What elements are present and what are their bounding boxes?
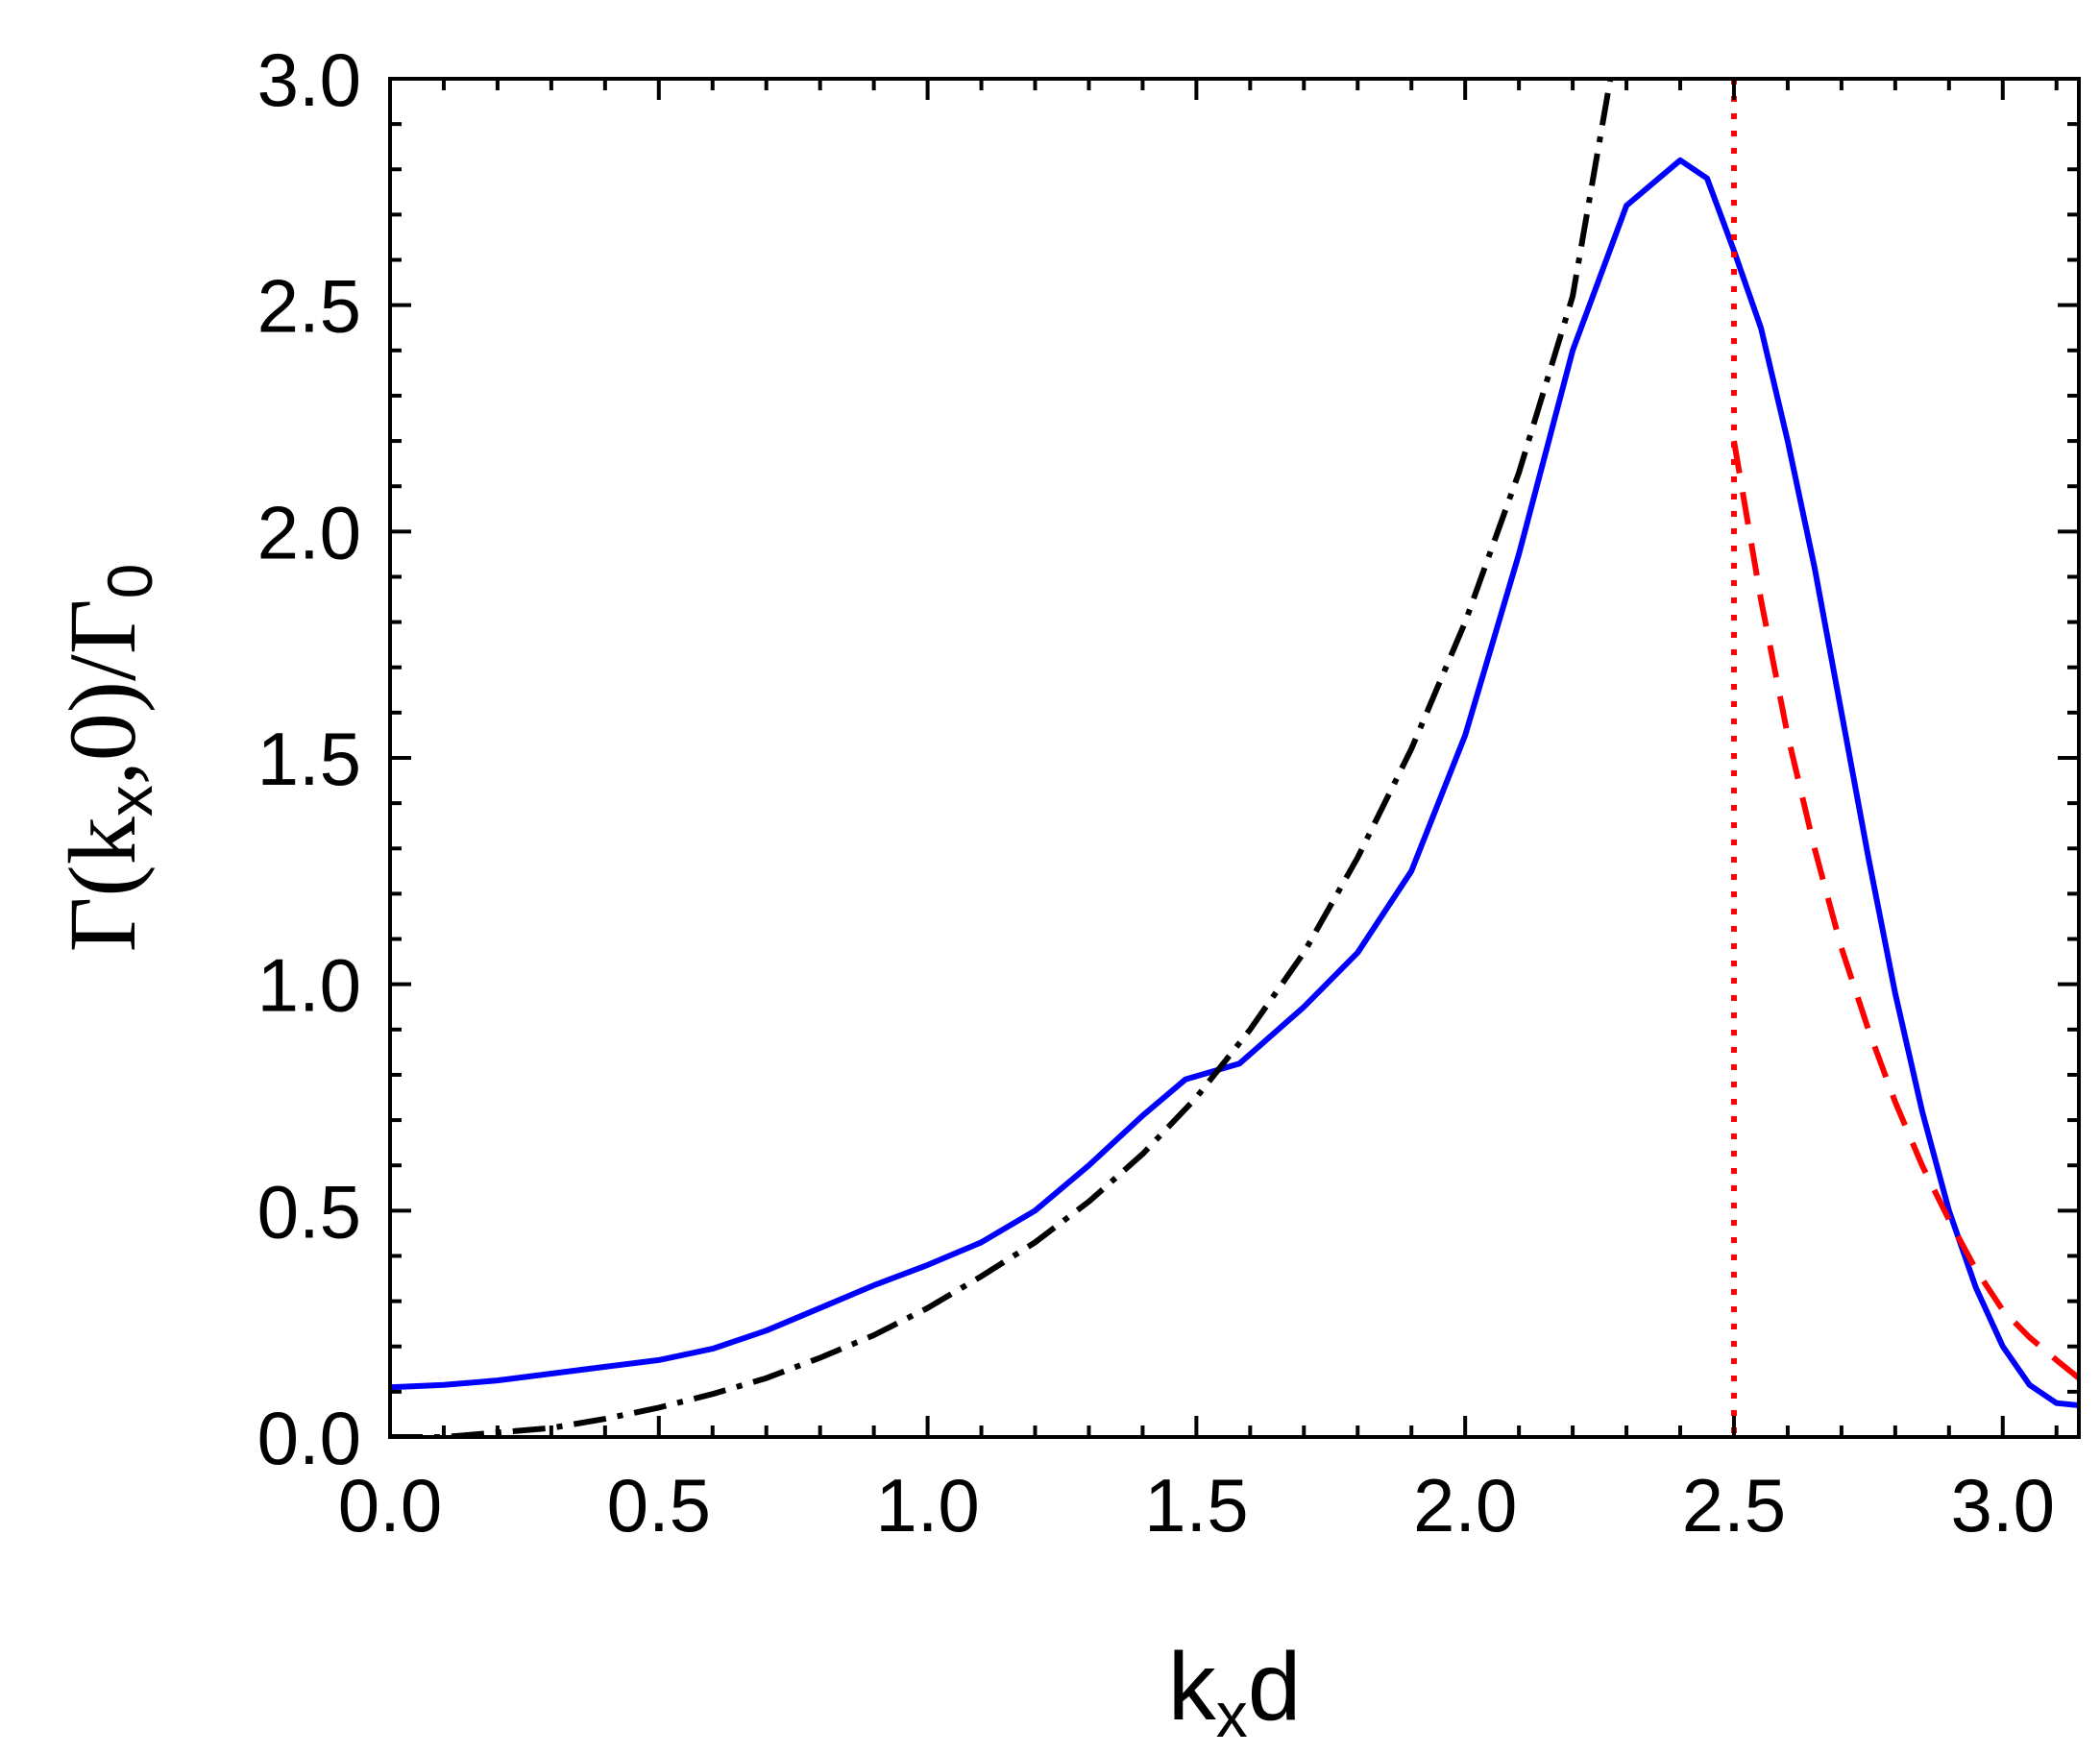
- y-tick-label: 1.5: [257, 717, 361, 801]
- x-axis-title-main: k: [1168, 1633, 1217, 1741]
- x-axis-title: kxd: [1168, 1633, 1302, 1750]
- y-axis-title-part2: ,0)/Γ: [49, 598, 156, 785]
- y-tick-label: 2.0: [257, 490, 361, 574]
- series-line-solid: [390, 157, 2079, 1408]
- y-axis-title-part1: Γ(k: [49, 816, 156, 952]
- x-tick-label: 3.0: [1951, 1463, 2055, 1547]
- plot-frame: [388, 77, 2081, 1439]
- y-tick-label: 2.5: [257, 264, 361, 349]
- x-tick-label: 0.0: [338, 1463, 442, 1547]
- x-tick-label: 0.5: [607, 1463, 711, 1547]
- x-tick-label: 1.0: [875, 1463, 979, 1547]
- y-tick-label: 0.0: [257, 1396, 361, 1480]
- y-axis-title-subscript1: x: [94, 785, 165, 816]
- x-tick-label: 2.0: [1413, 1463, 1517, 1547]
- tick-labels: 0.0 0.5 1.0 1.5 2.0 2.5 3.0 0.0 0.5 1.0 1.5 2.0 2.5 3…: [257, 37, 2055, 1547]
- y-axis-title-subscript2: 0: [94, 564, 165, 599]
- x-tick-label: 1.5: [1144, 1463, 1248, 1547]
- y-tick-label: 3.0: [257, 37, 361, 122]
- series-line-dashed: [1731, 440, 2079, 1381]
- y-tick-label: 1.0: [257, 943, 361, 1028]
- plot-content: [390, 79, 2079, 1437]
- x-axis-title-subscript: x: [1216, 1679, 1248, 1750]
- y-tick-label: 0.5: [257, 1169, 361, 1254]
- series-line-dashdot: [390, 79, 1614, 1437]
- y-axis-title: Γ(kx,0)/Γ0: [49, 564, 165, 953]
- x-tick-label: 2.5: [1682, 1463, 1786, 1547]
- axis-ticks: [388, 77, 2079, 1439]
- x-axis-title-tail: d: [1248, 1633, 1302, 1741]
